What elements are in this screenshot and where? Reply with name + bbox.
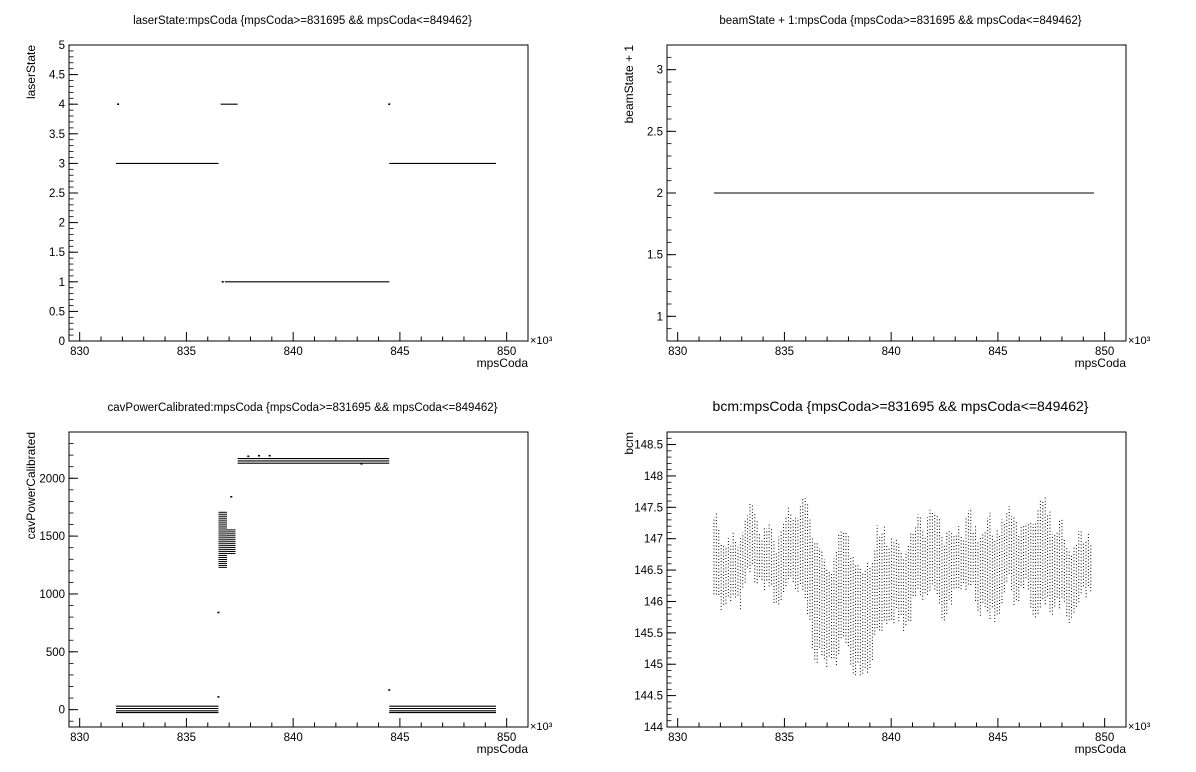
x-tick-label: 845 bbox=[988, 346, 1007, 358]
x-axis-label: mpsCoda bbox=[1075, 356, 1127, 370]
x-tick-label: 850 bbox=[1095, 732, 1114, 744]
y-tick-label: 145.5 bbox=[634, 628, 663, 640]
y-tick-label: 1500 bbox=[39, 531, 65, 543]
y-tick-label: 2 bbox=[59, 218, 65, 230]
x-exponent-label: ×10³ bbox=[530, 721, 553, 733]
y-tick-label: 147 bbox=[644, 534, 663, 546]
y-tick-label: 146.5 bbox=[634, 565, 663, 577]
x-tick-label: 850 bbox=[497, 732, 516, 744]
y-tick-label: 3 bbox=[657, 65, 663, 77]
x-tick-label: 845 bbox=[390, 346, 409, 358]
x-exponent-label: ×10³ bbox=[1128, 335, 1151, 347]
x-axis-label: mpsCoda bbox=[477, 742, 529, 756]
bcm-scatter bbox=[713, 496, 1092, 676]
x-exponent-label: ×10³ bbox=[530, 335, 553, 347]
data-point bbox=[217, 696, 220, 698]
y-tick-label: 146 bbox=[644, 596, 663, 608]
x-tick-label: 835 bbox=[775, 732, 794, 744]
y-tick-label: 3 bbox=[59, 158, 65, 170]
y-tick-label: 2.5 bbox=[49, 188, 65, 200]
y-tick-label: 1.5 bbox=[647, 250, 663, 262]
y-tick-label: 147.5 bbox=[634, 502, 663, 514]
data-cluster bbox=[226, 529, 236, 554]
x-tick-label: 850 bbox=[1095, 346, 1114, 358]
x-tick-label: 830 bbox=[70, 346, 89, 358]
x-tick-label: 830 bbox=[668, 732, 687, 744]
x-tick-label: 845 bbox=[988, 732, 1007, 744]
data-point bbox=[258, 454, 261, 457]
y-tick-label: 1 bbox=[59, 277, 65, 289]
y-tick-label: 5 bbox=[59, 40, 65, 52]
y-tick-label: 4.5 bbox=[49, 70, 65, 82]
plot-frame bbox=[68, 44, 529, 342]
data-point bbox=[388, 689, 391, 691]
x-tick-label: 840 bbox=[882, 732, 901, 744]
x-tick-label: 850 bbox=[497, 346, 516, 358]
data-point bbox=[230, 495, 233, 498]
plot-frame bbox=[68, 431, 529, 728]
y-tick-label: 500 bbox=[46, 647, 65, 659]
x-tick-label: 835 bbox=[177, 732, 196, 744]
y-tick-label: 1000 bbox=[39, 589, 65, 601]
x-tick-label: 835 bbox=[177, 346, 196, 358]
data-cluster bbox=[218, 511, 227, 568]
x-axis-label: mpsCoda bbox=[477, 356, 529, 370]
x-tick-label: 840 bbox=[882, 346, 901, 358]
y-tick-label: 2000 bbox=[39, 473, 65, 485]
chart-panel-3: cavPowerCalibrated:mpsCoda {mpsCoda>=831… bbox=[24, 402, 553, 756]
chart-panel-4: bcm:mpsCoda {mpsCoda>=831695 && mpsCoda<… bbox=[622, 398, 1151, 756]
y-tick-label: 1.5 bbox=[49, 247, 65, 259]
y-tick-label: 0.5 bbox=[49, 306, 65, 318]
plot-frame bbox=[666, 431, 1127, 728]
x-tick-label: 840 bbox=[284, 346, 303, 358]
data-point bbox=[217, 611, 220, 614]
chart-panel-2: beamState + 1:mpsCoda {mpsCoda>=831695 &… bbox=[622, 15, 1151, 370]
y-tick-label: 2 bbox=[657, 188, 663, 200]
y-axis-label: laserState bbox=[24, 45, 38, 99]
chart-title: cavPowerCalibrated:mpsCoda {mpsCoda>=831… bbox=[108, 402, 498, 414]
chart-title: beamState + 1:mpsCoda {mpsCoda>=831695 &… bbox=[719, 15, 1081, 27]
x-tick-label: 845 bbox=[390, 732, 409, 744]
y-tick-label: 0 bbox=[59, 705, 65, 717]
data-point bbox=[221, 281, 224, 283]
y-tick-label: 145 bbox=[644, 659, 663, 671]
y-tick-label: 1 bbox=[657, 311, 663, 323]
data-point bbox=[268, 454, 271, 457]
chart-title: bcm:mpsCoda {mpsCoda>=831695 && mpsCoda<… bbox=[713, 398, 1089, 414]
y-axis-label: bcm bbox=[622, 432, 636, 455]
y-tick-label: 0 bbox=[59, 336, 65, 348]
x-tick-label: 835 bbox=[775, 346, 794, 358]
data-point bbox=[360, 463, 363, 465]
x-tick-label: 830 bbox=[70, 732, 89, 744]
y-tick-label: 148.5 bbox=[634, 440, 663, 452]
y-tick-label: 2.5 bbox=[647, 126, 663, 138]
data-point bbox=[247, 455, 250, 458]
chart-panel-1: laserState:mpsCoda {mpsCoda>=831695 && m… bbox=[24, 15, 553, 370]
x-tick-label: 830 bbox=[668, 346, 687, 358]
y-tick-label: 144.5 bbox=[634, 691, 663, 703]
x-exponent-label: ×10³ bbox=[1128, 721, 1151, 733]
x-tick-label: 840 bbox=[284, 732, 303, 744]
y-axis-label: beamState + 1 bbox=[622, 45, 636, 124]
data-point bbox=[117, 103, 120, 105]
chart-title: laserState:mpsCoda {mpsCoda>=831695 && m… bbox=[133, 15, 472, 27]
y-tick-label: 4 bbox=[59, 99, 66, 111]
y-tick-label: 3.5 bbox=[49, 129, 65, 141]
y-tick-label: 144 bbox=[644, 722, 664, 734]
y-axis-label: cavPowerCalibrated bbox=[24, 432, 38, 539]
x-axis-label: mpsCoda bbox=[1075, 742, 1127, 756]
y-tick-label: 148 bbox=[644, 471, 663, 483]
data-point bbox=[388, 103, 391, 105]
